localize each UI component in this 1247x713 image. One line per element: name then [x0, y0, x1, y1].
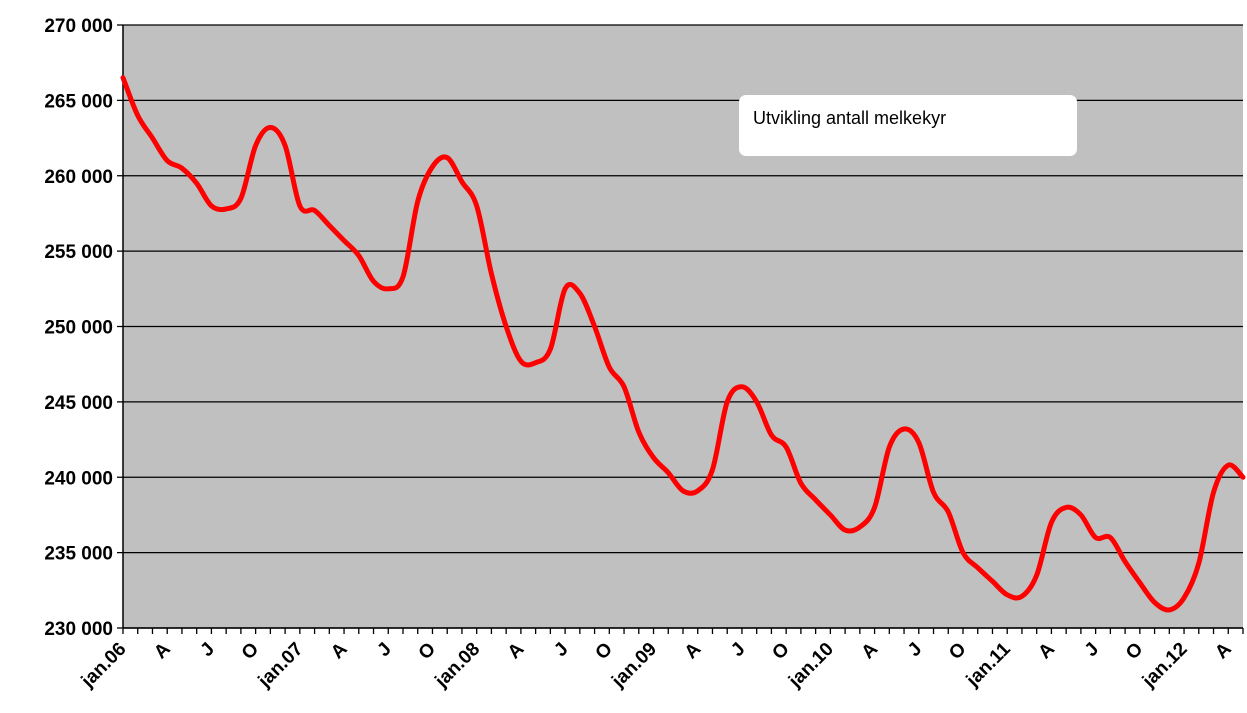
x-tick-label: jan.06 — [77, 639, 131, 693]
x-tick-label: A — [504, 638, 529, 663]
x-tick-label: J — [1081, 639, 1103, 661]
x-tick-label: J — [904, 639, 926, 661]
x-tick-label: O — [768, 639, 793, 664]
y-tick-label: 245 000 — [44, 393, 113, 414]
x-tick-label: A — [858, 638, 883, 663]
y-tick-label: 265 000 — [44, 91, 113, 112]
x-tick-label: A — [327, 638, 352, 663]
y-tick-label: 250 000 — [44, 318, 113, 339]
x-tick-label: O — [238, 639, 263, 664]
x-tick-label: jan.08 — [431, 639, 485, 693]
x-tick-label: J — [197, 639, 219, 661]
y-tick-label: 240 000 — [44, 468, 113, 489]
x-tick-label: jan.10 — [784, 639, 838, 693]
x-tick-label: J — [727, 639, 749, 661]
y-tick-label: 235 000 — [44, 544, 113, 565]
x-tick-label: A — [1034, 638, 1059, 663]
y-tick-label: 270 000 — [44, 16, 113, 37]
x-tick-label: O — [415, 639, 440, 664]
y-tick-label: 230 000 — [44, 619, 113, 640]
x-tick-label: O — [592, 639, 617, 664]
x-tick-label: A — [150, 638, 175, 663]
y-tick-label: 255 000 — [44, 242, 113, 263]
annotation-text: Utvikling antall melkekyr — [753, 108, 947, 128]
x-tick-label: J — [373, 639, 395, 661]
x-tick-label: jan.09 — [607, 639, 661, 693]
annotation-box: Utvikling antall melkekyr — [739, 95, 1077, 156]
x-tick-label: jan.07 — [254, 639, 308, 693]
x-tick-label: J — [550, 639, 572, 661]
x-tick-label: A — [681, 638, 706, 663]
x-tick-label: O — [1122, 639, 1147, 664]
y-axis-ticks: 230 000 235 000 240 000 245 000 250 000 255 0… — [44, 16, 123, 640]
x-tick-label: O — [945, 639, 970, 664]
x-tick-label: jan.11 — [962, 638, 1015, 691]
series-line — [120, 75, 1246, 613]
x-tick-label: A — [1211, 638, 1236, 663]
x-tick-label: jan.12 — [1138, 639, 1192, 693]
y-tick-label: 260 000 — [44, 167, 113, 188]
